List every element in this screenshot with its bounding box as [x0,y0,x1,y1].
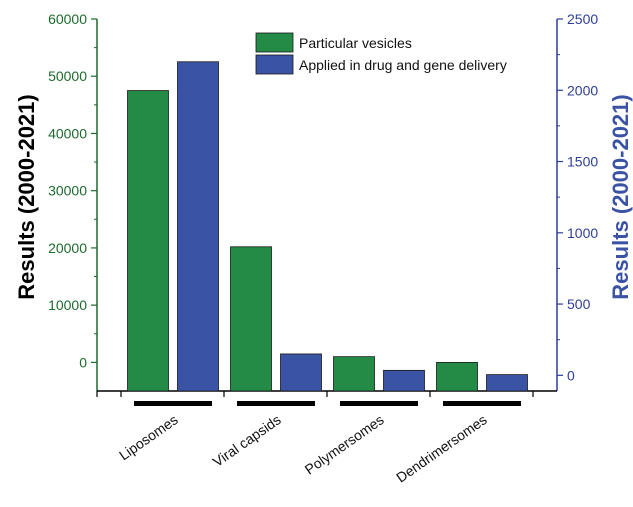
bar-applied-in-drug-and-gene-delivery-dendrimersomes [486,374,528,392]
category-label-viral-capsids: Viral capsids [210,411,284,469]
category-underline [443,401,521,406]
legend: Particular vesicles Applied in drug and … [255,32,507,75]
y-tick-label-right: 2000 [567,82,598,98]
y-tick-label-right: 2500 [567,11,598,27]
category-label-polymersomes: Polymersomes [302,411,387,477]
category-underline [237,401,315,406]
legend-swatch-particular-vesicles [255,32,294,53]
category-label-liposomes: Liposomes [116,411,181,463]
y-axis-label-right: Results (2000-2021) [608,94,633,299]
y-tick-label-left: 50000 [48,68,87,84]
y-tick-label-left: 10000 [48,297,87,313]
y-tick-label-left: 30000 [48,183,87,199]
bar-particular-vesicles-dendrimersomes [436,361,478,392]
y-tick-label-left: 40000 [48,125,87,141]
category-underline [134,401,212,406]
bar-particular-vesicles-liposomes [127,90,169,392]
bar-particular-vesicles-polymersomes [333,356,375,392]
legend-swatch-applied-in-drug-and-gene-delivery [255,54,294,75]
axis-labels: Results (2000-2021) Results (2000-2021) [14,94,633,299]
legend-label-applied-in-drug-and-gene-delivery: Applied in drug and gene delivery [299,57,507,73]
category-underline [340,401,418,406]
category-label-dendrimersomes: Dendrimersomes [393,411,489,485]
bar-particular-vesicles-viral-capsids [230,246,272,392]
y-tick-label-left: 0 [79,354,87,370]
y-tick-label-right: 500 [567,296,591,312]
legend-label-particular-vesicles: Particular vesicles [299,35,412,51]
y-tick-label-left: 60000 [48,11,87,27]
y-tick-label-right: 1500 [567,154,598,170]
y-tick-label-right: 0 [567,367,575,383]
y-tick-label-right: 1000 [567,225,598,241]
y-tick-label-left: 20000 [48,240,87,256]
bar-applied-in-drug-and-gene-delivery-polymersomes [383,369,425,392]
y-axis-label-left: Results (2000-2021) [14,94,39,299]
bar-applied-in-drug-and-gene-delivery-liposomes [177,61,219,392]
bar-applied-in-drug-and-gene-delivery-viral-capsids [280,353,322,392]
bars [127,61,528,392]
